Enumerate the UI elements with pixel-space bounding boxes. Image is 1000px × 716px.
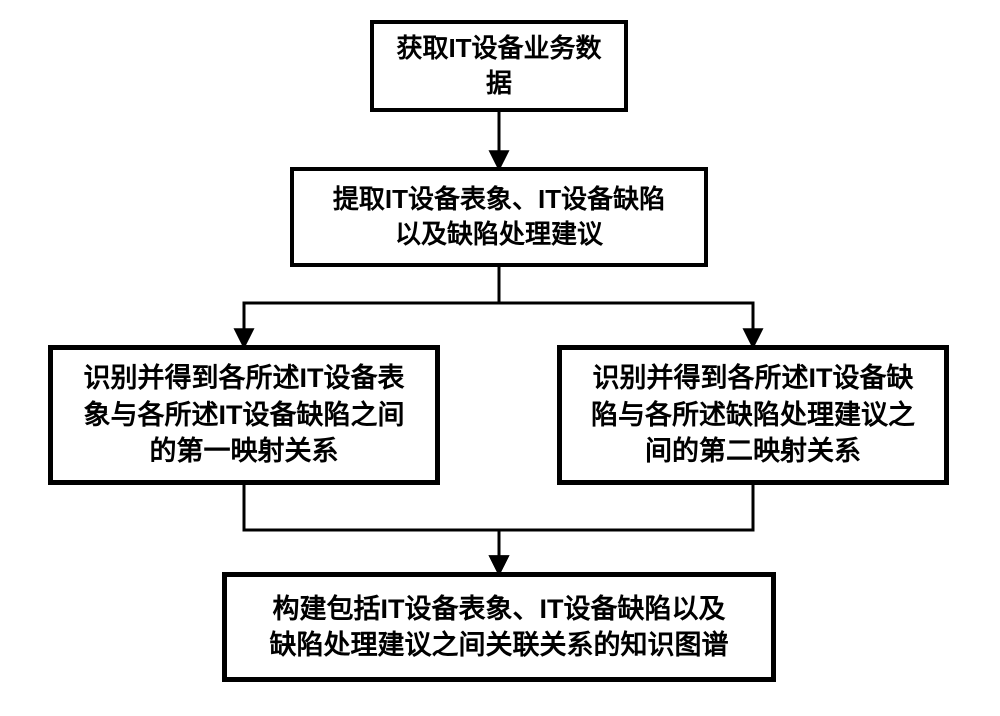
node-build-knowledge-graph: 构建包括IT设备表象、IT设备缺陷以及缺陷处理建议之间关联关系的知识图谱 — [222, 572, 776, 682]
node-first-mapping: 识别并得到各所述IT设备表象与各所述IT设备缺陷之间的第一映射关系 — [48, 345, 440, 485]
node-label: 获取IT设备业务数据 — [396, 31, 601, 101]
edge-n2-n4 — [499, 267, 753, 345]
node-second-mapping: 识别并得到各所述IT设备缺陷与各所述缺陷处理建议之间的第二映射关系 — [557, 345, 949, 485]
flowchart-canvas: 获取IT设备业务数据 提取IT设备表象、IT设备缺陷以及缺陷处理建议 识别并得到… — [0, 0, 1000, 716]
node-label: 识别并得到各所述IT设备表象与各所述IT设备缺陷之间的第一映射关系 — [84, 360, 405, 469]
node-label: 识别并得到各所述IT设备缺陷与各所述缺陷处理建议之间的第二映射关系 — [591, 360, 915, 469]
node-label: 提取IT设备表象、IT设备缺陷以及缺陷处理建议 — [333, 182, 665, 252]
edge-n2-n3 — [244, 267, 499, 345]
node-label: 构建包括IT设备表象、IT设备缺陷以及缺陷处理建议之间关联关系的知识图谱 — [270, 591, 729, 664]
node-acquire-data: 获取IT设备业务数据 — [370, 20, 628, 112]
node-extract-features: 提取IT设备表象、IT设备缺陷以及缺陷处理建议 — [290, 167, 708, 267]
edge-n4-n5 — [499, 485, 753, 572]
edge-n3-n5 — [244, 485, 499, 572]
